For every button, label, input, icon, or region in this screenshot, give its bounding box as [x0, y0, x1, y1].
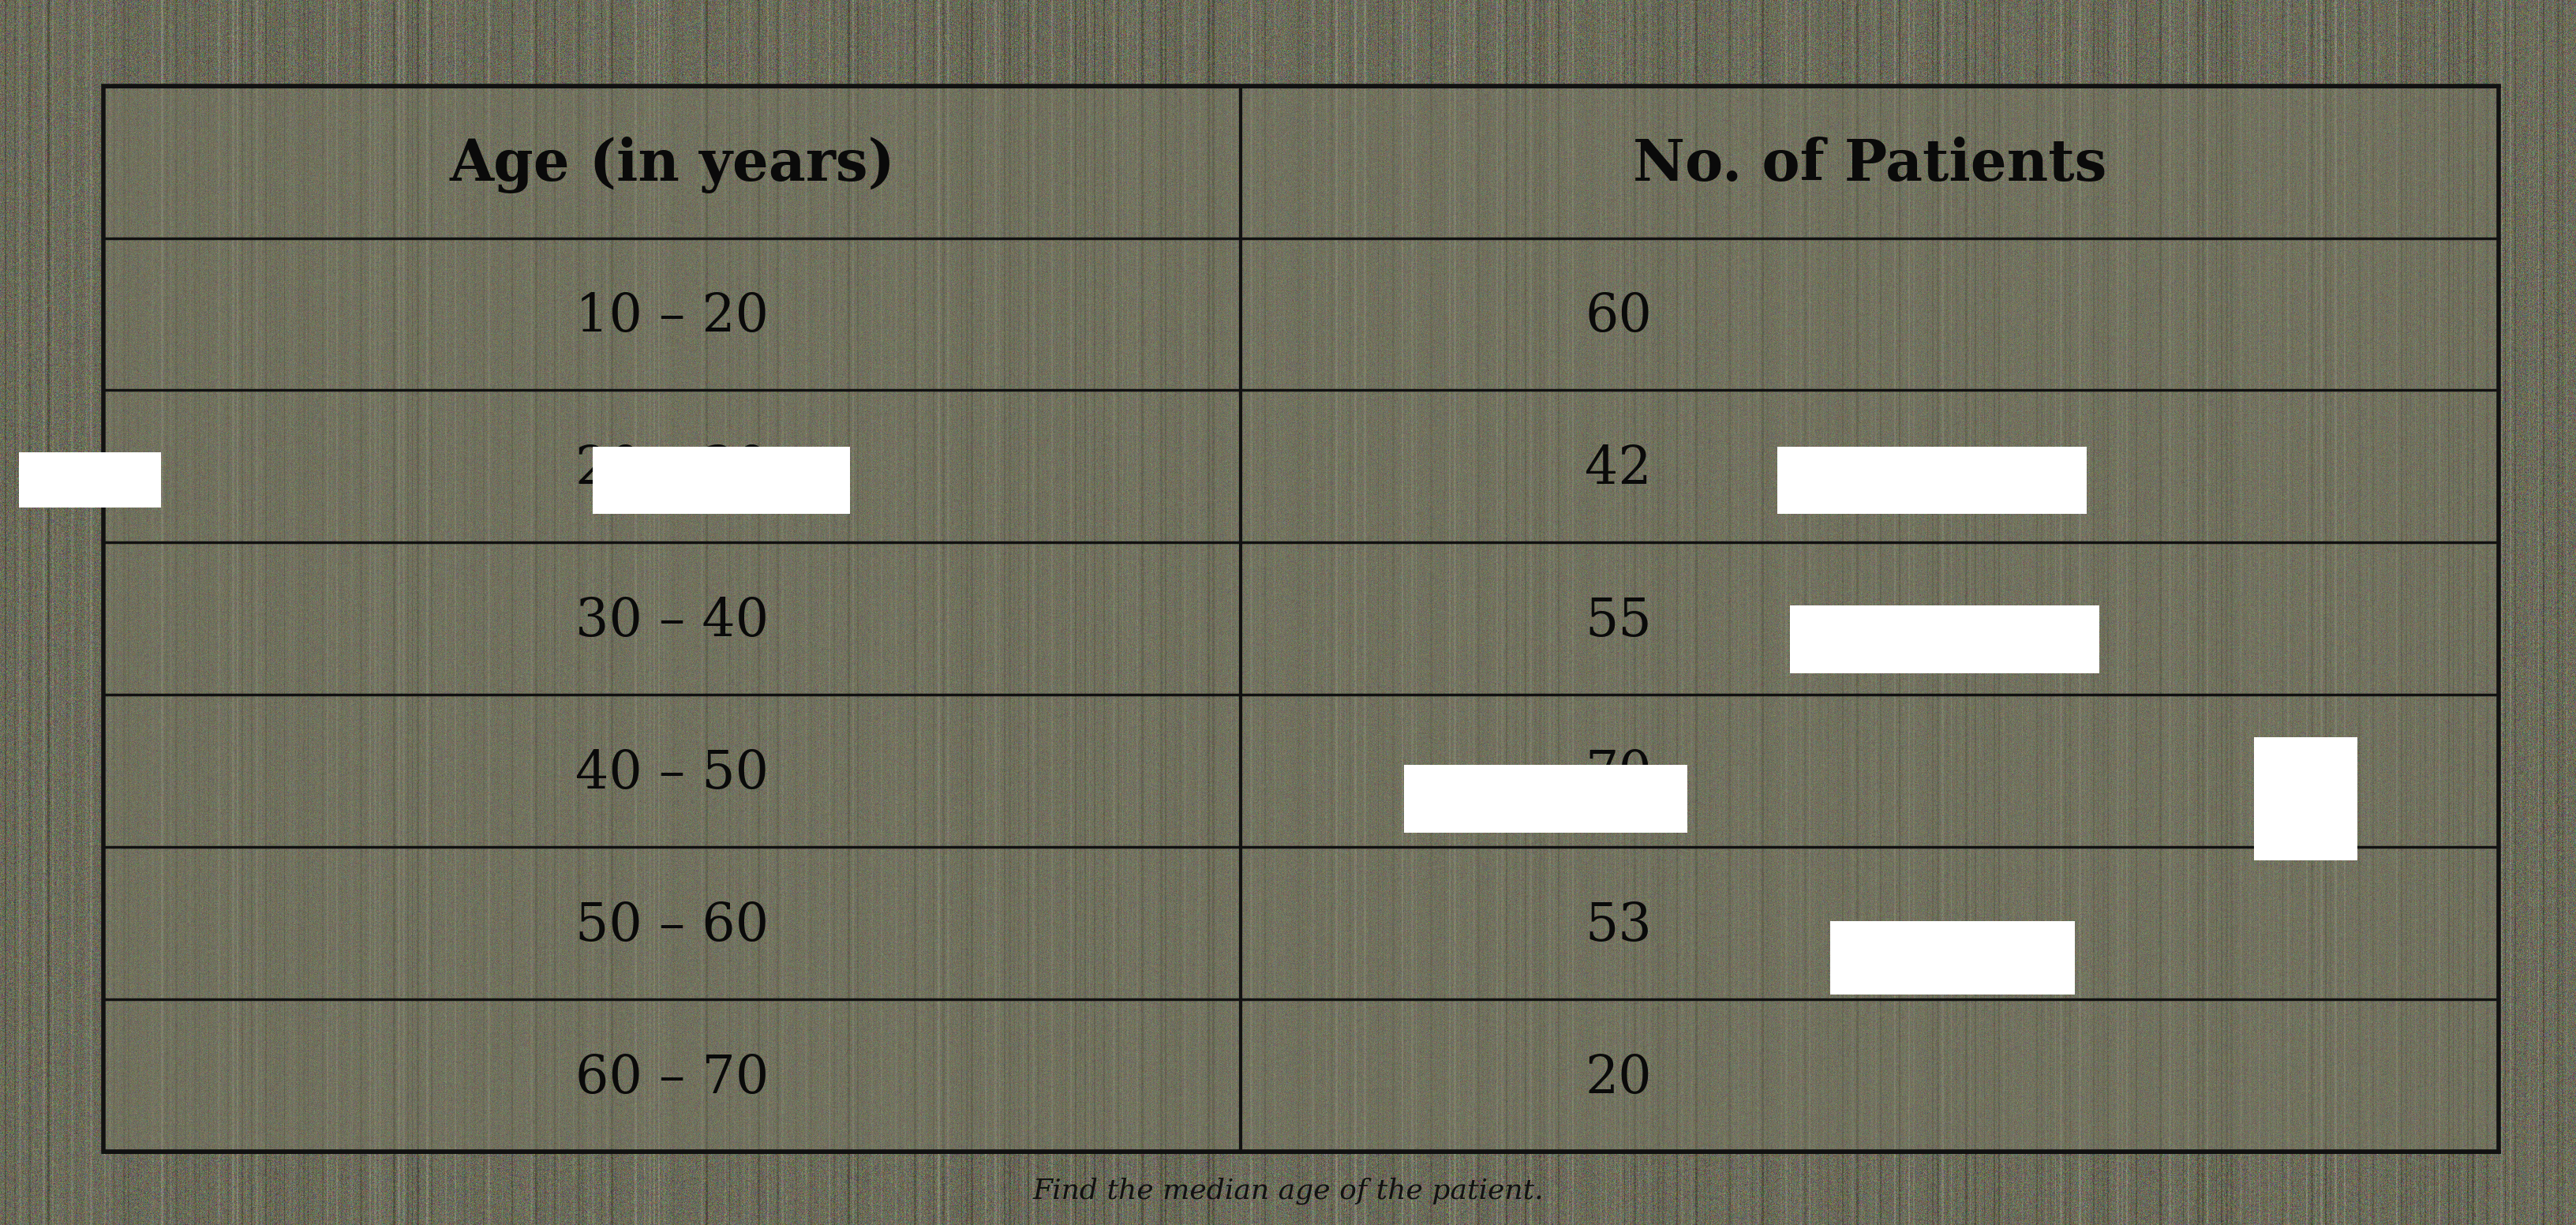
Bar	[1790, 606, 2099, 674]
Text: 55: 55	[1584, 595, 1651, 648]
Text: 53: 53	[1584, 900, 1651, 952]
Bar	[1777, 446, 2087, 514]
Bar	[1404, 764, 1687, 833]
Bar	[103, 86, 2499, 1151]
Text: 30 – 40: 30 – 40	[574, 595, 768, 648]
Text: 20: 20	[1584, 1052, 1651, 1104]
Text: No. of Patients: No. of Patients	[1633, 137, 2107, 194]
Bar	[1829, 921, 2076, 995]
Text: Find the median age of the patient.: Find the median age of the patient.	[1033, 1177, 1543, 1204]
Bar	[592, 446, 850, 514]
Text: Age (in years): Age (in years)	[448, 136, 894, 194]
Bar	[2254, 737, 2357, 860]
Text: 10 – 20: 10 – 20	[574, 292, 768, 343]
Text: 20 – 30: 20 – 30	[574, 443, 768, 495]
Text: 40 – 50: 40 – 50	[574, 748, 768, 800]
Text: 42: 42	[1584, 443, 1651, 495]
Bar	[21, 452, 160, 507]
Text: 60 – 70: 60 – 70	[574, 1052, 768, 1104]
Text: 60: 60	[1584, 292, 1651, 343]
Text: 70: 70	[1584, 748, 1651, 800]
Bar	[103, 86, 2499, 1151]
Text: 50 – 60: 50 – 60	[574, 900, 768, 952]
